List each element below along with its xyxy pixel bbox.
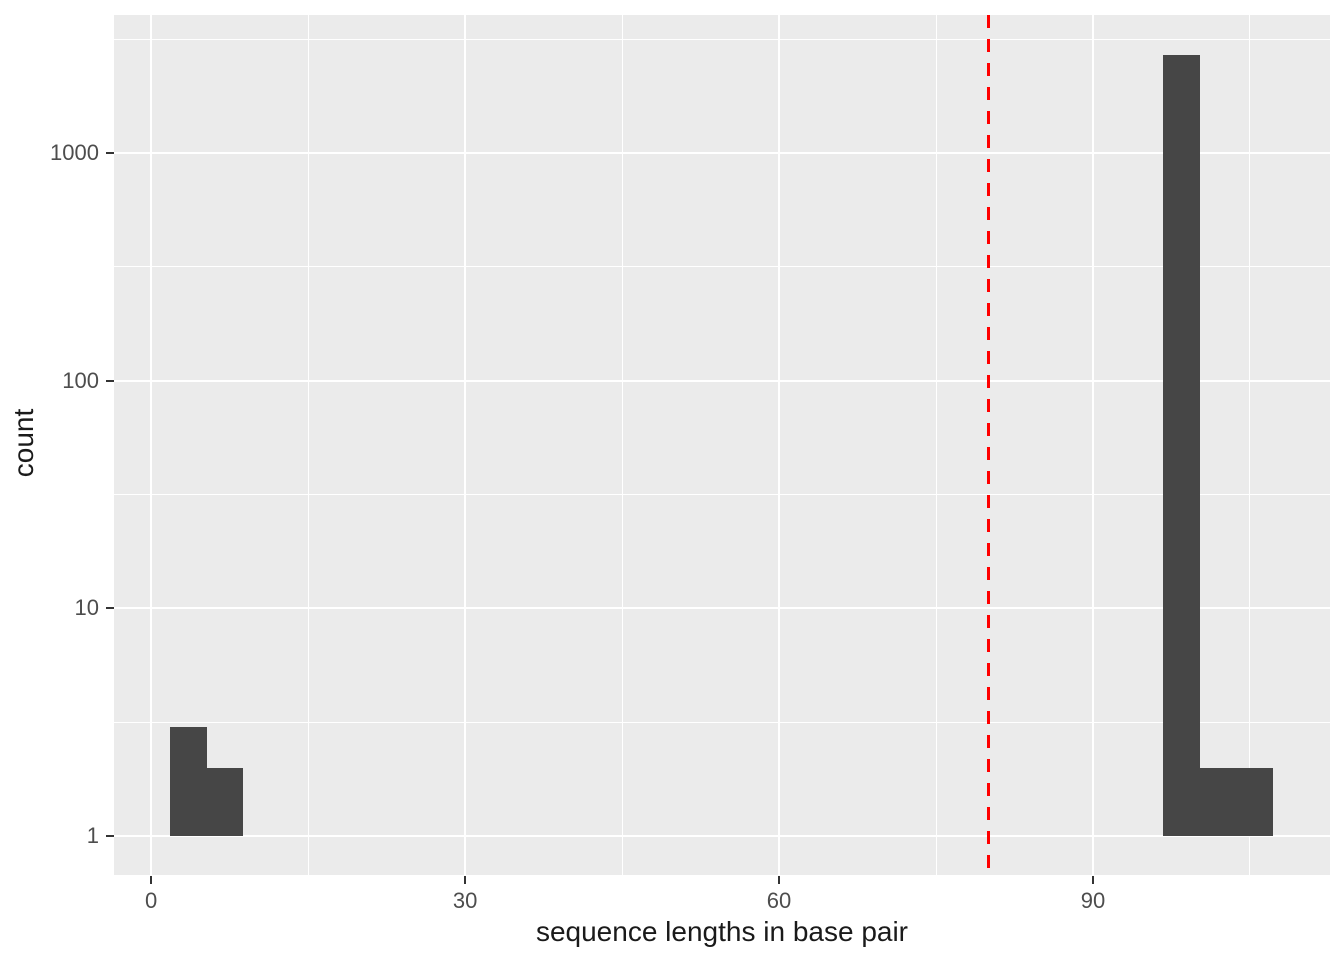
y-tick-label: 10 xyxy=(74,595,99,621)
y-minor-gridline xyxy=(114,494,1330,496)
x-tick-label: 30 xyxy=(452,888,478,913)
y-tick-label: 100 xyxy=(62,367,99,393)
y-tick-mark xyxy=(106,151,114,154)
threshold-vline xyxy=(986,15,990,875)
histogram-bar xyxy=(1236,767,1273,837)
x-tick-mark xyxy=(150,876,153,884)
x-tick-mark xyxy=(464,876,467,884)
y-major-gridline xyxy=(114,607,1330,610)
y-tick-label: 1 xyxy=(86,823,99,849)
x-minor-gridline xyxy=(935,15,937,875)
x-minor-gridline xyxy=(1249,15,1251,875)
y-minor-gridline xyxy=(114,721,1330,723)
plot-panel xyxy=(114,15,1330,875)
x-tick-label: 0 xyxy=(145,888,158,913)
y-major-gridline xyxy=(114,379,1330,382)
x-tick-label: 60 xyxy=(766,888,792,913)
histogram-bar xyxy=(169,727,207,837)
histogram-bar xyxy=(206,767,244,837)
x-tick-label: 90 xyxy=(1080,888,1106,913)
y-major-gridline xyxy=(114,835,1330,838)
x-minor-gridline xyxy=(621,15,623,875)
x-axis-title: sequence lengths in base pair xyxy=(535,916,909,947)
x-major-gridline xyxy=(1091,15,1094,875)
y-tick-label: 1000 xyxy=(50,139,99,165)
x-minor-gridline xyxy=(307,15,309,875)
x-major-gridline xyxy=(150,15,153,875)
x-major-gridline xyxy=(464,15,467,875)
y-major-gridline xyxy=(114,151,1330,154)
x-major-gridline xyxy=(778,15,781,875)
histogram-bar xyxy=(1199,767,1237,837)
y-tick-mark xyxy=(106,379,114,382)
y-tick-mark xyxy=(106,835,114,838)
x-tick-mark xyxy=(1091,876,1094,884)
y-minor-gridline xyxy=(114,38,1330,40)
y-tick-mark xyxy=(106,607,114,610)
x-tick-mark xyxy=(778,876,781,884)
histogram-bar xyxy=(1163,54,1200,837)
y-minor-gridline xyxy=(114,266,1330,268)
